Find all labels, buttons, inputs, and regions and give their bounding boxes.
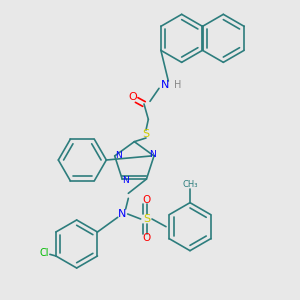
Text: N: N xyxy=(161,80,169,90)
Text: N: N xyxy=(149,150,156,159)
Text: CH₃: CH₃ xyxy=(182,180,198,189)
Text: N: N xyxy=(118,209,126,219)
Text: N: N xyxy=(122,176,129,185)
Text: O: O xyxy=(142,233,151,243)
Text: S: S xyxy=(142,129,150,139)
Text: O: O xyxy=(128,92,137,102)
Text: N: N xyxy=(115,152,122,160)
Text: H: H xyxy=(174,80,182,90)
Text: S: S xyxy=(143,214,150,224)
Text: Cl: Cl xyxy=(40,248,49,258)
Text: O: O xyxy=(142,195,151,205)
